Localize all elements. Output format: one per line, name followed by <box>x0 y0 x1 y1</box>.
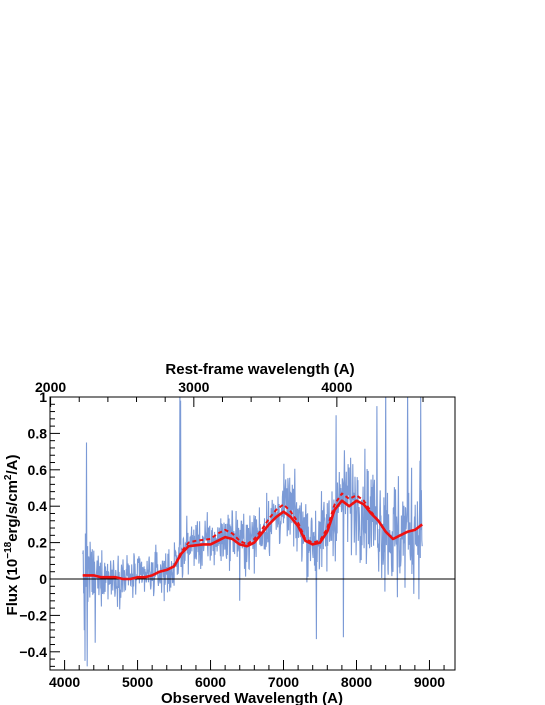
axis-ticks: 4000 5000 6000 7000 8000 9000 −0.4 −0.2 0 0.2 0.4 0… <box>19 379 445 690</box>
y-title-suffix: /A) <box>4 455 21 475</box>
y-tick-label: 0.6 <box>28 462 48 478</box>
y-title-exp1: −18 <box>3 541 14 558</box>
model-solid-line <box>82 499 423 581</box>
x-tick-label: 8000 <box>341 674 372 690</box>
y-tick-label: 0.8 <box>28 425 48 441</box>
model-dashed-line <box>82 492 423 580</box>
y-title-exp2: 2 <box>3 474 14 480</box>
x-axis-title: Observed Wavelength (A) <box>161 690 343 705</box>
y-tick-label: 0.2 <box>28 535 48 551</box>
model-curves <box>82 492 423 581</box>
y-axis-title: Flux (10−18erg/s/cm2/A) <box>3 455 21 616</box>
y-tick-label: 0.4 <box>28 498 48 514</box>
top-tick-label: 3000 <box>178 379 209 395</box>
y-tick-label: −0.2 <box>19 607 47 623</box>
plot-frame <box>49 396 456 671</box>
y-tick-label: 1 <box>39 389 47 405</box>
spectrum-line <box>82 397 423 667</box>
observed-spectrum <box>82 397 423 667</box>
y-title-prefix: Flux (10 <box>4 559 21 616</box>
x-tick-label: 4000 <box>49 674 80 690</box>
x-tick-label: 5000 <box>122 674 153 690</box>
x-tick-label: 6000 <box>195 674 226 690</box>
y-tick-label: 0 <box>39 571 47 587</box>
y-title-mid: erg/s/cm <box>4 480 21 542</box>
x-tick-label: 7000 <box>268 674 299 690</box>
top-tick-label: 4000 <box>321 379 352 395</box>
y-tick-label: −0.4 <box>19 644 47 660</box>
x-tick-label: 9000 <box>414 674 445 690</box>
top-axis-title: Rest-frame wavelength (A) <box>165 361 354 378</box>
top-tick-label: 2000 <box>35 379 66 395</box>
